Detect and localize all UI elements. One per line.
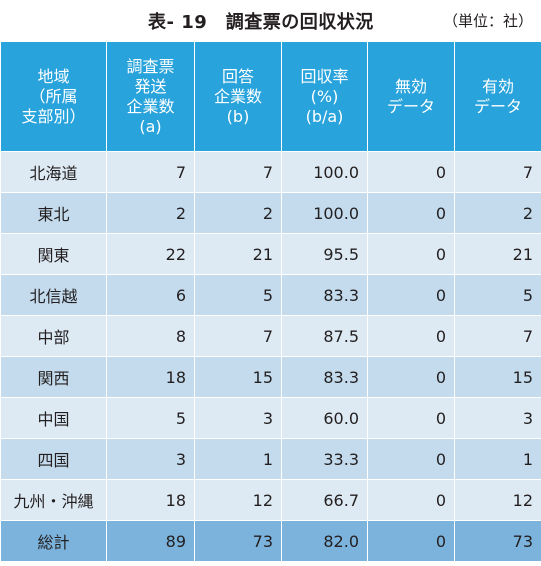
- invalid-cell: 0: [367, 397, 455, 439]
- region-cell: 関西: [0, 356, 107, 398]
- sent-cell: 18: [106, 479, 195, 521]
- header-line: 企業数: [126, 96, 175, 116]
- rate-cell: 60.0: [281, 397, 368, 439]
- survey-return-table: 地域 （所属 支部別） 調査票 発送 企業数 (a) 回答 企業数 (b) 回収…: [0, 41, 541, 562]
- valid-cell: 15: [454, 356, 541, 398]
- table-row: 北信越 6 5 83.3 0 5: [0, 274, 541, 316]
- answered-cell: 1: [194, 438, 282, 480]
- sent-cell: 5: [106, 397, 195, 439]
- valid-cell: 3: [454, 397, 541, 439]
- header-line: 調査票: [126, 56, 175, 76]
- header-line: 支部別）: [21, 106, 86, 126]
- answered-cell: 12: [194, 479, 282, 521]
- table-caption: 表- 19 調査票の回収状況 （単位：社）: [0, 0, 541, 40]
- header-line: (a): [139, 116, 162, 136]
- region-cell: 四国: [0, 438, 107, 480]
- table-row: 中部 8 7 87.5 0 7: [0, 315, 541, 357]
- header-line: 有効: [481, 76, 514, 96]
- total-rate: 82.0: [281, 520, 368, 562]
- header-line: （所属: [29, 86, 78, 106]
- sent-cell: 22: [106, 233, 195, 275]
- header-line: 回答: [221, 66, 254, 86]
- header-row: 地域 （所属 支部別） 調査票 発送 企業数 (a) 回答 企業数 (b) 回収…: [0, 41, 541, 152]
- answered-cell: 3: [194, 397, 282, 439]
- rate-cell: 95.5: [281, 233, 368, 275]
- rate-cell: 33.3: [281, 438, 368, 480]
- answered-cell: 5: [194, 274, 282, 316]
- header-invalid: 無効 データ: [367, 41, 455, 152]
- region-cell: 九州・沖縄: [0, 479, 107, 521]
- header-region: 地域 （所属 支部別）: [0, 41, 107, 152]
- answered-cell: 2: [194, 192, 282, 234]
- table-title: 表- 19 調査票の回収状況: [148, 12, 374, 33]
- total-answered: 73: [194, 520, 282, 562]
- region-cell: 北信越: [0, 274, 107, 316]
- header-line: 回収率: [300, 66, 349, 86]
- sent-cell: 3: [106, 438, 195, 480]
- total-sent: 89: [106, 520, 195, 562]
- invalid-cell: 0: [367, 274, 455, 316]
- table-row: 九州・沖縄 18 12 66.7 0 12: [0, 479, 541, 521]
- header-rate: 回収率 (%) (b/a): [281, 41, 368, 152]
- unit-note: （単位：社）: [442, 12, 533, 30]
- invalid-cell: 0: [367, 438, 455, 480]
- header-line: データ: [386, 96, 435, 116]
- sent-cell: 18: [106, 356, 195, 398]
- header-line: (%): [310, 86, 339, 106]
- invalid-cell: 0: [367, 192, 455, 234]
- sent-cell: 6: [106, 274, 195, 316]
- rate-cell: 83.3: [281, 274, 368, 316]
- header-line: 地域: [37, 66, 70, 86]
- header-valid: 有効 データ: [454, 41, 541, 152]
- header-line: 企業数: [213, 86, 262, 106]
- valid-cell: 21: [454, 233, 541, 275]
- table-row: 中国 5 3 60.0 0 3: [0, 397, 541, 439]
- total-row: 総計 89 73 82.0 0 73: [0, 520, 541, 562]
- valid-cell: 7: [454, 315, 541, 357]
- answered-cell: 7: [194, 151, 282, 193]
- rate-cell: 100.0: [281, 151, 368, 193]
- table-row: 関東 22 21 95.5 0 21: [0, 233, 541, 275]
- table-row: 北海道 7 7 100.0 0 7: [0, 151, 541, 193]
- sent-cell: 8: [106, 315, 195, 357]
- table-row: 関西 18 15 83.3 0 15: [0, 356, 541, 398]
- region-cell: 関東: [0, 233, 107, 275]
- region-cell: 東北: [0, 192, 107, 234]
- rate-cell: 66.7: [281, 479, 368, 521]
- header-line: 無効: [394, 76, 427, 96]
- rate-cell: 100.0: [281, 192, 368, 234]
- valid-cell: 2: [454, 192, 541, 234]
- total-label: 総計: [0, 520, 107, 562]
- total-invalid: 0: [367, 520, 455, 562]
- rate-cell: 87.5: [281, 315, 368, 357]
- header-sent: 調査票 発送 企業数 (a): [106, 41, 195, 152]
- region-cell: 中国: [0, 397, 107, 439]
- table-row: 四国 3 1 33.3 0 1: [0, 438, 541, 480]
- sent-cell: 2: [106, 192, 195, 234]
- total-valid: 73: [454, 520, 541, 562]
- table-row: 東北 2 2 100.0 0 2: [0, 192, 541, 234]
- invalid-cell: 0: [367, 479, 455, 521]
- sent-cell: 7: [106, 151, 195, 193]
- valid-cell: 5: [454, 274, 541, 316]
- header-line: (b/a): [305, 106, 344, 126]
- invalid-cell: 0: [367, 356, 455, 398]
- rate-cell: 83.3: [281, 356, 368, 398]
- invalid-cell: 0: [367, 233, 455, 275]
- header-answered: 回答 企業数 (b): [194, 41, 282, 152]
- invalid-cell: 0: [367, 315, 455, 357]
- valid-cell: 7: [454, 151, 541, 193]
- invalid-cell: 0: [367, 151, 455, 193]
- header-line: (b): [226, 106, 250, 126]
- region-cell: 北海道: [0, 151, 107, 193]
- answered-cell: 7: [194, 315, 282, 357]
- region-cell: 中部: [0, 315, 107, 357]
- answered-cell: 21: [194, 233, 282, 275]
- header-line: データ: [473, 96, 522, 116]
- valid-cell: 12: [454, 479, 541, 521]
- header-line: 発送: [134, 76, 167, 96]
- valid-cell: 1: [454, 438, 541, 480]
- answered-cell: 15: [194, 356, 282, 398]
